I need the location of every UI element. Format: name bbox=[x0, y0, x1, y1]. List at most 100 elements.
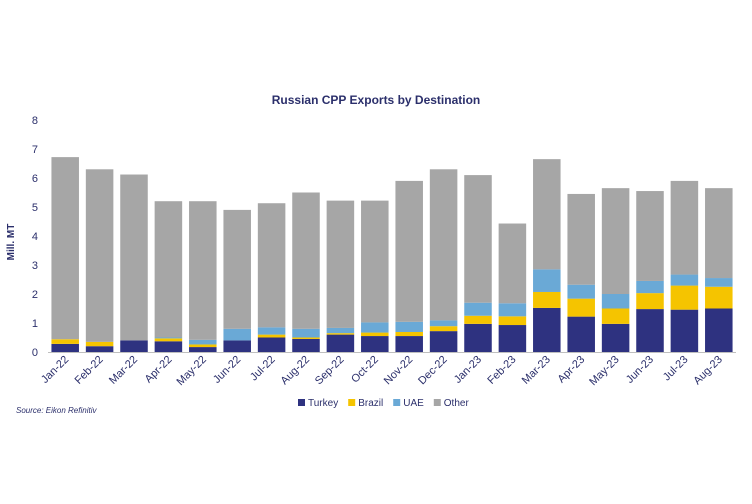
x-tick-label: Nov-22 bbox=[382, 354, 416, 388]
bar-segment-other bbox=[257, 203, 286, 328]
bar-segment-uae bbox=[223, 328, 251, 341]
bar-segment-other bbox=[154, 201, 183, 338]
bar-segment-turkey bbox=[464, 323, 492, 352]
bar-segment-other bbox=[533, 159, 561, 270]
y-tick-label: 7 bbox=[32, 144, 38, 156]
bar-segment-uae bbox=[533, 269, 561, 292]
bar-segment-turkey bbox=[154, 341, 183, 352]
bar-segment-turkey bbox=[361, 336, 389, 352]
bar-segment-turkey bbox=[705, 308, 733, 352]
bar-segment-uae bbox=[257, 327, 286, 335]
bar-segment-brazil bbox=[498, 316, 527, 326]
bar-segment-other bbox=[601, 188, 630, 294]
bar-segment-brazil bbox=[464, 315, 492, 324]
x-tick-label: Jun-22 bbox=[211, 354, 243, 386]
bar-segment-brazil bbox=[85, 341, 114, 347]
bar-segment-brazil bbox=[51, 339, 79, 344]
bar-segment-turkey bbox=[567, 316, 595, 352]
bar-segment-other bbox=[429, 169, 458, 321]
bar-segment-uae bbox=[464, 302, 492, 316]
y-tick-label: 8 bbox=[32, 115, 38, 127]
source-note: Source: Eikon Refinitiv bbox=[16, 406, 97, 415]
bar-segment-brazil bbox=[567, 298, 595, 317]
bar-segment-brazil bbox=[189, 344, 217, 348]
legend-swatch-brazil bbox=[348, 399, 356, 406]
bar-segment-turkey bbox=[85, 346, 114, 352]
x-axis: Jan-22 Feb-22 Mar-22 Apr-22 May-22 Jun-22 Jul-… bbox=[39, 354, 725, 388]
bar-segment-uae bbox=[567, 284, 595, 299]
y-tick-label: 2 bbox=[32, 289, 38, 301]
bar-segment-other bbox=[189, 201, 217, 340]
bar-segment-other bbox=[705, 188, 733, 279]
y-tick-label: 5 bbox=[32, 202, 38, 214]
x-tick-label: Jul-22 bbox=[248, 354, 278, 384]
bar-segment-other bbox=[464, 175, 492, 303]
y-tick-label: 0 bbox=[32, 347, 38, 359]
x-tick-label: Jan-22 bbox=[39, 354, 71, 386]
bar-segment-turkey bbox=[51, 343, 79, 352]
x-tick-label: Jul-23 bbox=[661, 354, 691, 384]
legend-swatch-uae bbox=[393, 399, 401, 406]
bar-segment-turkey bbox=[326, 334, 355, 352]
bar-segment-turkey bbox=[189, 347, 217, 352]
bars-group bbox=[51, 157, 733, 352]
bar-segment-brazil bbox=[292, 337, 320, 339]
bar-segment-uae bbox=[429, 320, 458, 327]
y-tick-label: 4 bbox=[32, 231, 38, 243]
y-tick-label: 6 bbox=[32, 173, 38, 185]
bar-segment-other bbox=[498, 223, 527, 304]
bar-segment-brazil bbox=[395, 331, 423, 337]
x-tick-label: May-23 bbox=[587, 354, 621, 388]
bar-segment-other bbox=[395, 180, 423, 322]
chart-title: Russian CPP Exports by Destination bbox=[272, 93, 481, 107]
bar-segment-uae bbox=[705, 278, 733, 287]
bar-segment-brazil bbox=[533, 291, 561, 308]
x-tick-label: Apr-23 bbox=[555, 354, 587, 386]
bar-segment-turkey bbox=[533, 307, 561, 352]
legend-swatch-other bbox=[433, 399, 441, 406]
bar-segment-uae bbox=[361, 322, 389, 333]
bar-segment-uae bbox=[326, 327, 355, 334]
bar-segment-other bbox=[567, 193, 595, 285]
bar-segment-other bbox=[326, 200, 355, 328]
x-tick-label: Dec-22 bbox=[416, 354, 450, 388]
legend-label-uae: UAE bbox=[403, 398, 424, 409]
bar-segment-other bbox=[120, 174, 148, 341]
bar-segment-brazil bbox=[361, 332, 389, 337]
bar-segment-other bbox=[223, 209, 251, 329]
x-tick-label: Mar-22 bbox=[107, 354, 140, 387]
bar-segment-uae bbox=[292, 328, 320, 338]
bar-segment-turkey bbox=[395, 336, 423, 352]
bar-segment-uae bbox=[154, 337, 183, 339]
bar-segment-brazil bbox=[636, 293, 664, 310]
x-tick-label: Mar-23 bbox=[520, 354, 553, 387]
bar-segment-uae bbox=[670, 274, 699, 286]
bar-segment-uae bbox=[601, 294, 630, 309]
bar-segment-other bbox=[636, 191, 664, 281]
x-tick-label: Sep-22 bbox=[313, 354, 347, 388]
y-axis: 0 1 2 3 4 5 6 7 8 bbox=[32, 115, 38, 359]
x-tick-label: Jun-23 bbox=[624, 354, 656, 386]
bar-segment-other bbox=[670, 180, 699, 275]
bar-segment-brazil bbox=[257, 334, 286, 338]
bar-segment-other bbox=[51, 157, 79, 340]
bar-segment-turkey bbox=[292, 338, 320, 352]
x-tick-label: Feb-23 bbox=[485, 354, 518, 387]
bar-segment-uae bbox=[395, 321, 423, 332]
bar-segment-turkey bbox=[670, 309, 699, 352]
legend-label-brazil: Brazil bbox=[358, 398, 383, 409]
x-tick-label: Jan-23 bbox=[452, 354, 484, 386]
x-tick-label: Apr-22 bbox=[143, 354, 175, 386]
legend-label-turkey: Turkey bbox=[308, 398, 338, 409]
bar-segment-turkey bbox=[120, 340, 148, 352]
y-tick-label: 1 bbox=[32, 318, 38, 330]
legend: Turkey Brazil UAE Other bbox=[298, 398, 469, 409]
bar-segment-brazil bbox=[429, 326, 458, 332]
bar-segment-turkey bbox=[223, 340, 251, 352]
x-tick-label: May-22 bbox=[174, 354, 208, 388]
bar-segment-turkey bbox=[257, 337, 286, 352]
bar-segment-turkey bbox=[429, 331, 458, 352]
bar-segment-brazil bbox=[326, 333, 355, 335]
